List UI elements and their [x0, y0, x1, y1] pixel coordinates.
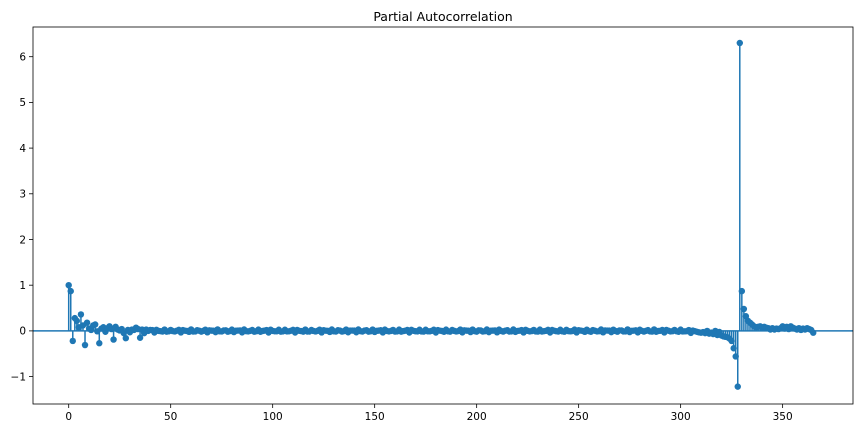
- y-tick-label: −1: [11, 371, 26, 383]
- chart-title: Partial Autocorrelation: [373, 9, 512, 24]
- y-tick-label: 4: [19, 143, 26, 155]
- stem-marker: [740, 305, 748, 313]
- stem-marker: [92, 321, 99, 328]
- stem-marker: [110, 336, 117, 343]
- stem-marker: [67, 287, 74, 295]
- stem-marker: [738, 287, 746, 295]
- y-tick-label: 6: [19, 52, 26, 64]
- stem-marker: [732, 353, 739, 360]
- chart-axes: 0 50 100 150 200 250 300 350 −1 0 1 2 3 4 5 6: [11, 26, 854, 423]
- plot-frame: [32, 26, 854, 405]
- x-tick-label: 300: [671, 411, 691, 423]
- y-tick-label: 3: [19, 189, 26, 201]
- x-tick-label: 250: [569, 411, 589, 423]
- stem-marker: [83, 319, 91, 326]
- stem-marker: [730, 345, 737, 352]
- x-tick-label: 0: [65, 411, 72, 423]
- stem-marker: [81, 341, 89, 349]
- stem-marker: [734, 383, 741, 390]
- stem-marker: [96, 340, 103, 347]
- stem-marker: [122, 334, 130, 342]
- stem-marker: [136, 334, 144, 341]
- x-tick-label: 200: [467, 411, 487, 423]
- x-tick-label: 100: [263, 411, 283, 423]
- chart-marks: [33, 39, 853, 390]
- y-tick-label: 1: [19, 280, 26, 292]
- y-tick-label: 2: [19, 234, 26, 246]
- stem-marker: [736, 39, 743, 47]
- stem-marker: [69, 337, 76, 345]
- stem-marker: [810, 329, 817, 336]
- stem-marker: [73, 317, 81, 325]
- stem-marker: [728, 337, 735, 345]
- y-tick-label: 0: [19, 326, 26, 338]
- stem-marker: [65, 281, 72, 289]
- y-tick-label: 5: [19, 97, 26, 109]
- stem-marker: [77, 311, 85, 318]
- x-tick-label: 350: [773, 411, 793, 423]
- x-tick-label: 150: [365, 411, 385, 423]
- x-tick-label: 50: [164, 411, 177, 423]
